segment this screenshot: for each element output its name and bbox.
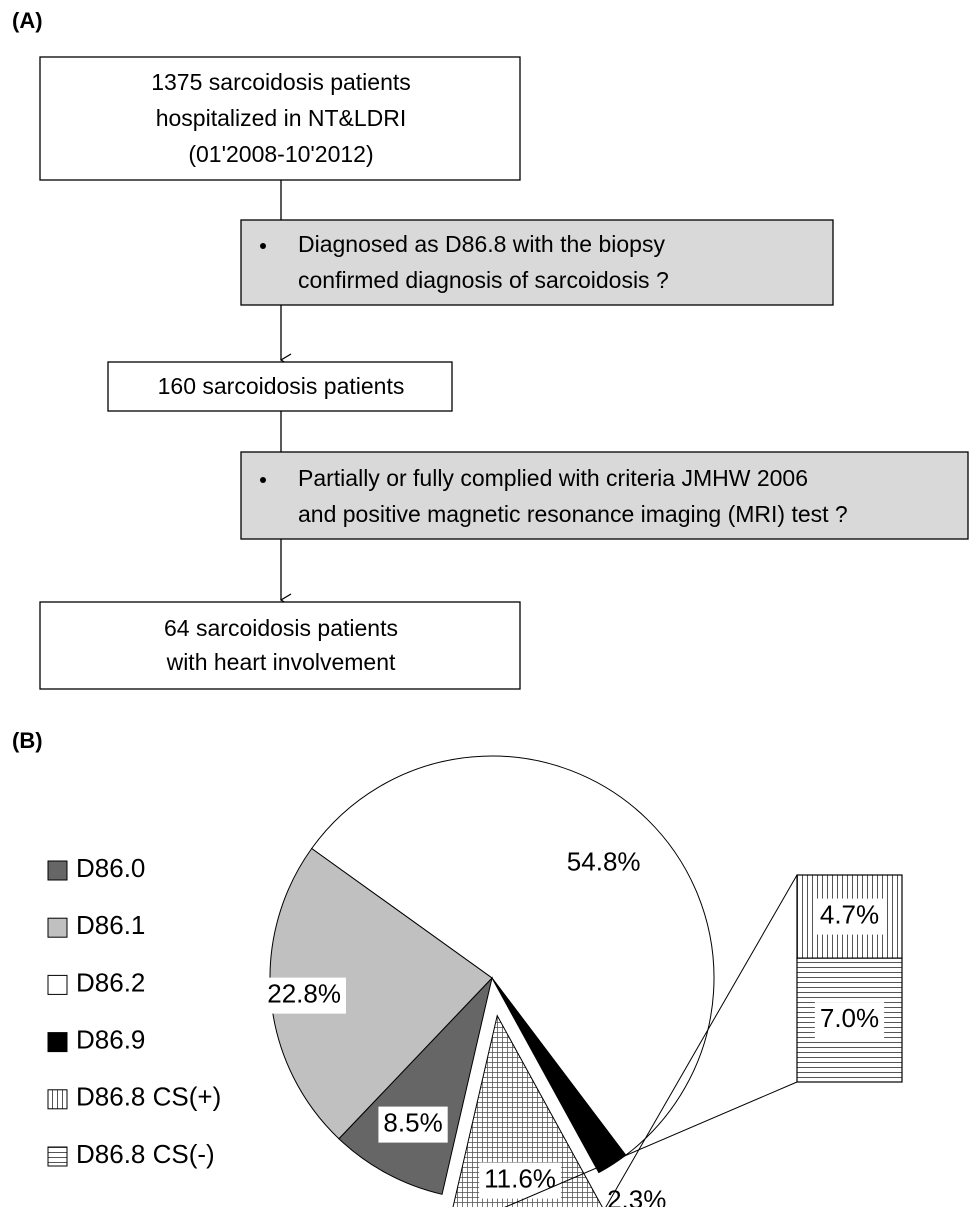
legend-label: D86.0	[76, 853, 145, 883]
box	[39, 56, 521, 181]
box-text: hospitalized in NT&LDRI	[156, 105, 407, 131]
legend-label: D86.8 CS(+)	[76, 1082, 221, 1112]
value-label: 8.5%	[383, 1107, 442, 1137]
pie-slice	[452, 1014, 603, 1207]
question-box	[240, 451, 969, 540]
label-box	[262, 977, 346, 1014]
pie-slice	[338, 976, 493, 1195]
legend-swatch	[47, 1146, 68, 1167]
box	[107, 361, 453, 412]
value-label: 4.7%	[820, 899, 879, 929]
value-label: 7.0%	[820, 1003, 879, 1033]
value-label: 2.3%	[607, 1185, 666, 1207]
box-text: 1375 sarcoidosis patients	[151, 69, 411, 95]
legend-label: D86.1	[76, 910, 145, 940]
box	[39, 601, 521, 690]
bullet	[260, 243, 266, 249]
value-label: 22.8%	[267, 979, 341, 1009]
flowchart	[39, 56, 969, 690]
box-text: 64 sarcoidosis patients	[164, 615, 398, 641]
pie-slice	[310, 755, 715, 1156]
bullet	[260, 477, 266, 483]
value-label: 54.8%	[567, 847, 641, 877]
legend-swatch	[47, 860, 68, 881]
box-text: (01'2008-10'2012)	[188, 141, 373, 167]
question-text: and positive magnetic resonance imaging …	[298, 501, 848, 527]
question-text: Partially or fully complied with criteri…	[298, 465, 808, 491]
value-label: 11.6%	[484, 1163, 556, 1193]
label-box	[479, 1162, 561, 1199]
legend-label: D86.8 CS(-)	[76, 1139, 215, 1169]
legend-label: D86.2	[76, 967, 145, 997]
question-text: confirmed diagnosis of sarcoidosis ?	[298, 267, 669, 293]
label-box	[378, 1106, 448, 1143]
box-text: with heart involvement	[166, 649, 396, 675]
legend-swatch	[47, 1032, 68, 1053]
connector	[605, 874, 798, 1207]
question-text: Diagnosed as D86.8 with the biopsy	[298, 231, 665, 257]
label-box	[814, 898, 885, 935]
legend-swatch	[47, 917, 68, 938]
box-text: 160 sarcoidosis patients	[158, 373, 405, 399]
question-box	[240, 219, 834, 306]
label-box	[814, 1002, 885, 1039]
panel-label: (A)	[12, 8, 43, 33]
legend-swatch	[47, 1089, 68, 1110]
legend-label: D86.9	[76, 1024, 145, 1054]
chart-title: (B)	[12, 728, 43, 753]
legend-swatch	[47, 974, 68, 995]
